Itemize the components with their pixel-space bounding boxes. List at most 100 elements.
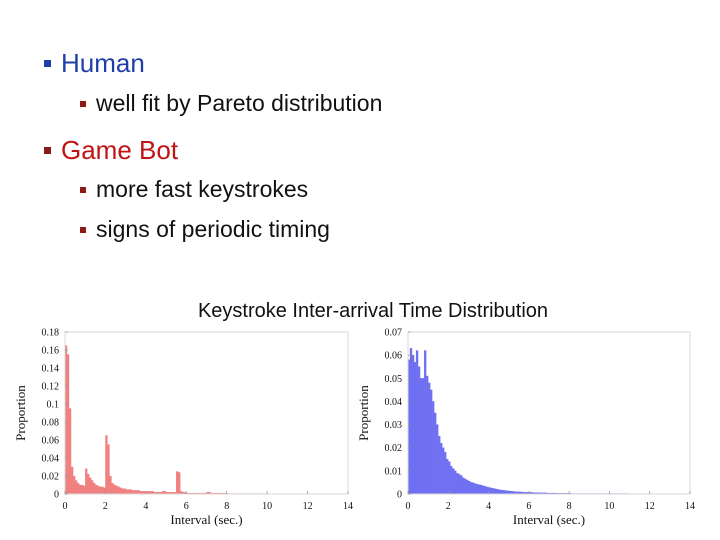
bot-histogram-bar [458,474,461,495]
human-y-axis-label: Proportion [13,385,28,441]
bot-histogram-bar [452,468,455,495]
bot-histogram-bar [444,452,447,495]
sub-bullet-bot-1: more fast keystrokes [80,176,308,203]
human-histogram-bar [85,468,88,495]
bot-histogram-bar [430,389,433,495]
human-histogram-bar [81,484,84,495]
human-histogram-bar [131,490,134,495]
bot-histogram-bar [494,488,497,495]
sub-bullet-bot-2: signs of periodic timing [80,216,330,243]
human-histogram-bar [68,408,72,495]
human-histogram-bar [70,466,74,495]
human-histogram-bar [87,474,90,495]
bot-y-tick-label: 0 [397,490,402,501]
human-y-tick-label: 0.02 [42,472,60,483]
human-histogram-bar [72,475,76,495]
human-y-tick-label: 0.08 [42,418,60,429]
bot-histogram-bar [446,459,449,495]
bot-histogram-bar [423,350,427,495]
bullet-square-icon [44,60,51,67]
bot-x-tick-label: 2 [446,501,451,512]
bot-x-tick-label: 8 [567,501,572,512]
bot-histogram-bar [502,490,505,495]
human-histogram-bar [101,486,104,495]
bot-histogram-bar [470,482,473,495]
bot-histogram-bar [482,485,485,495]
bot-histogram-bar [460,475,463,495]
human-histogram-bar [111,483,114,495]
human-histogram-bar [105,435,108,495]
bot-y-tick-label: 0.03 [385,420,403,431]
human-histogram-bar [127,489,130,495]
human-histogram-bar [89,477,92,495]
bot-histogram-bar [466,479,469,495]
human-histogram-bar [135,490,138,495]
bot-histogram-bar [474,483,477,495]
bot-histogram-bar [442,447,445,495]
human-histogram-bar [91,480,94,495]
human-histogram-bar [76,483,80,495]
human-histogram-bar [137,490,140,495]
bot-y-tick-label: 0.01 [385,466,403,477]
bot-histogram-bar [480,485,483,495]
bullet-human-label: Human [61,48,145,78]
sub-bullet-label: more fast keystrokes [96,176,309,202]
human-histogram-bar [97,485,100,495]
bot-histogram-bar [496,489,499,495]
human-x-tick-label: 4 [143,501,148,512]
bot-x-tick-label: 4 [486,501,491,512]
bot-histogram-bar [421,378,425,495]
human-histogram-bar [125,489,128,495]
human-histogram-bar [129,489,132,495]
bot-histogram-bar [425,375,429,495]
bot-histogram-bar [462,477,465,495]
human-histogram-bar [178,472,181,495]
bot-histogram-bar [450,466,453,495]
sub-bullet-label: signs of periodic timing [96,216,330,242]
human-histogram-bar [123,488,126,495]
bullet-game-bot-label: Game Bot [61,135,179,165]
human-histogram-bar [176,471,179,495]
human-histogram-bar [113,484,116,495]
bot-histogram-bar [490,487,493,495]
bot-histogram-bar [415,350,419,495]
bot-histogram-bar [419,378,423,495]
human-y-tick-label: 0.16 [42,346,60,357]
bot-y-tick-label: 0.06 [385,351,403,362]
bot-histogram-bar [468,481,471,495]
human-y-tick-label: 0.04 [42,454,60,465]
bullet-game-bot: Game Bot [44,135,178,166]
bot-histogram-bar [409,348,413,495]
human-histogram-bar [95,484,98,495]
bot-plot-frame [407,331,691,495]
bot-y-tick-label: 0.07 [385,328,403,339]
human-histogram-bar [133,490,136,495]
human-histogram-bar [117,486,120,495]
human-histogram-bar [109,475,112,495]
bullet-human: Human [44,48,145,79]
bullet-square-icon [80,100,86,107]
bot-histogram-bar [456,473,459,495]
bot-y-tick-label: 0.04 [385,397,403,408]
bot-histogram-bar [436,424,439,495]
human-y-tick-label: 0.1 [47,400,60,411]
bot-histogram-bar [464,478,467,495]
sub-bullet-human-1: well fit by Pareto distribution [80,90,382,117]
bullet-square-icon [80,226,86,233]
bot-histogram-bar [427,382,431,495]
bot-histogram-bar [434,412,437,495]
bot-x-tick-label: 0 [406,501,411,512]
bot-x-tick-label: 14 [685,501,695,512]
human-histogram-bar [107,444,110,495]
human-histogram-bar [93,483,96,495]
human-x-tick-label: 8 [224,501,229,512]
human-plot-frame [64,331,349,495]
bot-histogram-bar [454,470,457,495]
bullet-square-icon [44,147,51,154]
bot-histogram-bar [492,488,495,495]
human-x-tick-label: 2 [103,501,108,512]
human-histogram-bar [99,486,102,495]
bot-histogram-bar [448,461,451,495]
bot-histogram-bar [438,435,441,495]
